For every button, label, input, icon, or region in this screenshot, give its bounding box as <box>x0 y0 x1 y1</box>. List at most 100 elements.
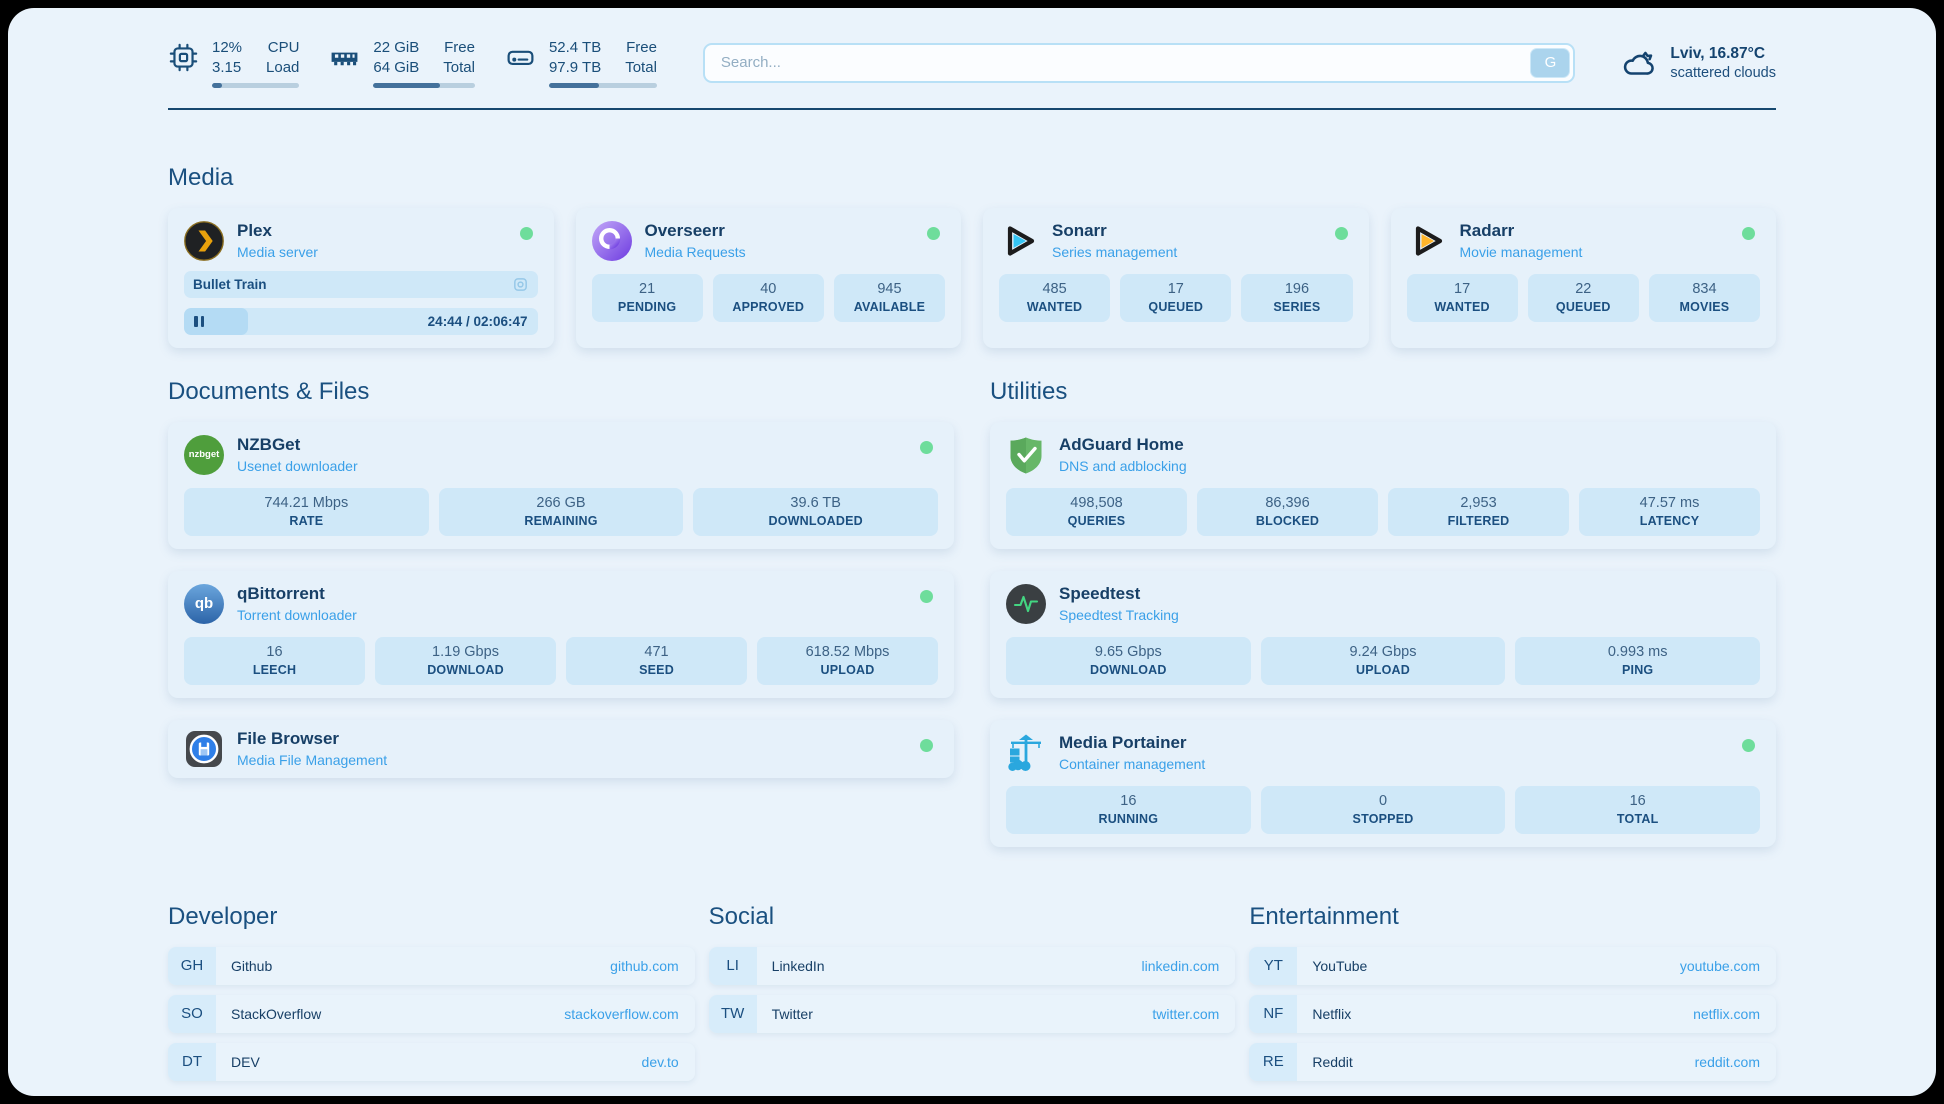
playback-time: 24:44 / 02:06:47 <box>427 313 528 329</box>
stat-box: 485 WANTED <box>999 273 1111 322</box>
app-card-adguard[interactable]: AdGuard Home DNS and adblocking 498,508 … <box>990 421 1776 549</box>
cpu-values: 12% 3.15 <box>212 39 243 76</box>
app-card-radarr[interactable]: Radarr Movie management 17 WANTED 22 QUE… <box>1390 207 1776 348</box>
app-title: Plex <box>237 221 272 241</box>
bookmark-abbr: RE <box>1249 1042 1298 1081</box>
status-dot <box>920 738 933 752</box>
bookmark-linkedin[interactable]: LI LinkedIn linkedin.com <box>708 946 1236 985</box>
bookmark-github[interactable]: GH Github github.com <box>168 946 695 985</box>
stat-box: 16 LEECH <box>184 636 365 685</box>
section-header-documents: Documents & Files <box>168 377 370 405</box>
memory-labels: Free Total <box>443 39 475 76</box>
bookmark-reddit[interactable]: RE Reddit reddit.com <box>1249 1042 1776 1081</box>
search-input[interactable] <box>702 42 1576 83</box>
stat-box: 0.993 ms PING <box>1515 636 1761 685</box>
stat-box: 266 GB REMAINING <box>438 487 684 536</box>
app-subtitle: Torrent downloader <box>237 606 357 623</box>
stat-box: 17 QUEUED <box>1120 273 1232 322</box>
bookmark-abbr: YT <box>1249 946 1298 985</box>
app-card-overseerr[interactable]: Overseerr Media Requests 21 PENDING 40 A… <box>575 207 961 348</box>
stat-box: 39.6 TB DOWNLOADED <box>693 487 939 536</box>
memory-values: 22 GiB 64 GiB <box>373 39 420 76</box>
app-card-sonarr[interactable]: Sonarr Series management 485 WANTED 17 Q… <box>983 207 1369 348</box>
bookmark-abbr: GH <box>168 946 216 985</box>
bookmark-stackoverflow[interactable]: SO StackOverflow stackoverflow.com <box>168 994 695 1033</box>
bookmark-abbr: TW <box>708 994 757 1033</box>
bookmark-url: stackoverflow.com <box>564 1005 679 1022</box>
app-title: qBittorrent <box>237 584 325 604</box>
app-title: Sonarr <box>1052 221 1107 241</box>
bookmark-name: Reddit <box>1312 1053 1353 1070</box>
app-card-speedtest[interactable]: Speedtest Speedtest Tracking 9.65 Gbps D… <box>990 570 1776 698</box>
stat-box: 40 APPROVED <box>712 273 824 322</box>
bookmark-url: linkedin.com <box>1141 957 1220 974</box>
cpu-labels: CPU Load <box>266 39 300 76</box>
status-dot <box>1334 226 1348 240</box>
memory-widget: 22 GiB 64 GiB Free Total <box>329 38 475 88</box>
app-title: Speedtest <box>1059 584 1141 604</box>
bookmark-abbr: DT <box>168 1042 216 1081</box>
app-subtitle: Usenet downloader <box>237 457 358 474</box>
bookmark-name: Netflix <box>1312 1005 1352 1022</box>
bookmark-twitter[interactable]: TW Twitter twitter.com <box>708 994 1236 1033</box>
topbar-divider <box>168 107 1776 110</box>
stat-box: 945 AVAILABLE <box>833 273 946 322</box>
disk-progress-bar <box>548 82 657 88</box>
video-icon <box>512 276 529 293</box>
overseerr-logo <box>591 220 632 261</box>
stat-box: 2,953 FILTERED <box>1388 487 1569 536</box>
stat-box: 498,508 QUERIES <box>1006 487 1187 536</box>
app-title: NZBGet <box>237 435 301 455</box>
bookmark-name: DEV <box>231 1053 260 1070</box>
disk-labels: Free Total <box>625 39 657 76</box>
cpu-progress-bar <box>212 82 300 88</box>
disk-widget: 52.4 TB 97.9 TB Free Total <box>505 38 657 88</box>
now-playing-title: Bullet Train <box>193 276 267 292</box>
section-header-utilities: Utilities <box>990 377 1068 405</box>
app-title: Overseerr <box>644 221 725 241</box>
bookmark-url: netflix.com <box>1693 1005 1760 1022</box>
status-dot <box>519 226 533 240</box>
app-card-portainer[interactable]: Media Portainer Container management 16 … <box>990 719 1776 847</box>
bookmark-youtube[interactable]: YT YouTube youtube.com <box>1249 946 1776 985</box>
radarr-logo <box>1407 221 1447 261</box>
app-subtitle: Media Requests <box>644 243 746 260</box>
stat-box: 618.52 Mbps UPLOAD <box>757 636 938 685</box>
stat-box: 744.21 Mbps RATE <box>184 487 429 536</box>
section-header-social: Social <box>708 902 775 930</box>
sonarr-logo <box>999 221 1039 261</box>
bookmark-name: Twitter <box>771 1005 813 1022</box>
disk-values: 52.4 TB 97.9 TB <box>548 39 602 76</box>
stat-box: 9.24 Gbps UPLOAD <box>1260 636 1506 685</box>
app-subtitle: Media File Management <box>237 751 388 768</box>
search-provider-button[interactable]: G <box>1530 47 1571 78</box>
adguard-logo <box>1006 435 1046 475</box>
stat-box: 17 WANTED <box>1406 273 1518 322</box>
qbittorrent-logo: qb <box>184 583 224 624</box>
speedtest-logo <box>1006 583 1046 624</box>
cpu-icon <box>168 38 199 73</box>
status-dot <box>1742 738 1755 752</box>
app-card-plex[interactable]: Plex Media server Bullet Train <box>168 207 554 348</box>
section-header-developer: Developer <box>168 902 278 930</box>
app-card-qbittorrent[interactable]: qb qBittorrent Torrent downloader 16 LEE… <box>168 570 954 698</box>
stat-box: 1.19 Gbps DOWNLOAD <box>375 636 556 685</box>
stat-box: 16 RUNNING <box>1006 785 1251 834</box>
bookmark-name: StackOverflow <box>231 1005 322 1022</box>
app-card-filebrowser[interactable]: File Browser Media File Management <box>168 719 954 778</box>
section-header-media: Media <box>168 163 234 191</box>
resource-widgets: 12% 3.15 CPU Load <box>168 38 657 88</box>
bookmark-url: reddit.com <box>1694 1053 1760 1070</box>
stat-box: 471 SEED <box>566 636 747 685</box>
bookmark-name: Github <box>231 957 273 974</box>
disk-icon <box>505 38 536 73</box>
bookmark-name: LinkedIn <box>771 957 825 974</box>
playback-progress-bar: 24:44 / 02:06:47 <box>184 307 538 335</box>
bookmark-abbr: SO <box>168 994 216 1033</box>
now-playing-bar: Bullet Train <box>184 270 538 298</box>
status-dot <box>920 589 933 603</box>
bookmark-netflix[interactable]: NF Netflix netflix.com <box>1249 994 1776 1033</box>
app-card-nzbget[interactable]: nzbget NZBGet Usenet downloader 744.21 M… <box>168 421 954 549</box>
bookmark-dev[interactable]: DT DEV dev.to <box>168 1042 695 1081</box>
top-bar: 12% 3.15 CPU Load <box>168 38 1776 88</box>
